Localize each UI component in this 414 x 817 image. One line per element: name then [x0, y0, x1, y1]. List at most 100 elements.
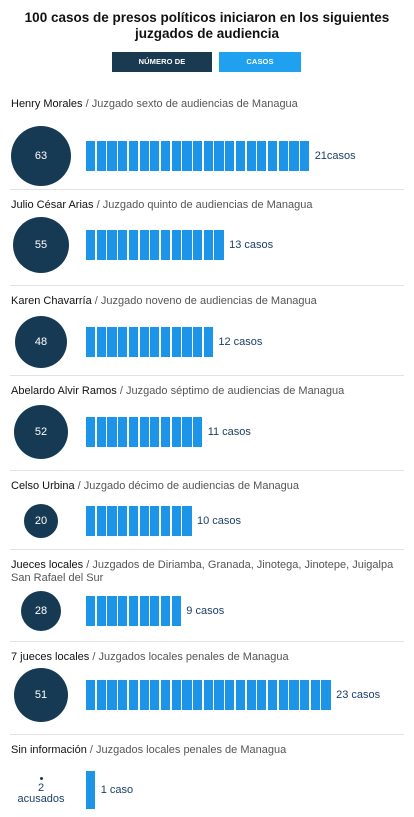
case-bar [96, 417, 106, 447]
case-bar [300, 141, 310, 171]
row-header: Celso Urbina / Juzgado décimo de audienc… [11, 480, 406, 493]
cases-label: 9 casos [186, 605, 225, 617]
case-bar [182, 417, 192, 447]
case-bar [321, 680, 331, 710]
numero-acusados-button[interactable]: NÚMERO DE ACUSADOS [112, 52, 212, 86]
case-bar [235, 680, 246, 710]
case-bar [118, 680, 128, 710]
case-bar [182, 680, 192, 710]
case-bar [225, 680, 235, 710]
casos-atendidos-button[interactable]: CASOS ATENDIDOS [219, 52, 301, 86]
accused-label: 2 acusados [17, 782, 65, 805]
case-bar [246, 680, 256, 710]
case-bar [128, 327, 139, 357]
cases-label: 23 casos [336, 689, 381, 701]
cases-label: 13 casos [229, 239, 274, 251]
case-bar [267, 680, 278, 710]
case-bar [150, 680, 160, 710]
court-name: Juzgados locales penales de Managua [96, 744, 287, 756]
case-bar [139, 230, 149, 260]
row-divider [10, 375, 404, 376]
case-bar [160, 596, 171, 626]
case-bar [107, 417, 117, 447]
case-bar [118, 506, 128, 536]
case-bar [160, 506, 171, 536]
separator: / [86, 744, 96, 756]
chart-title: 100 casos de presos políticos iniciaron … [24, 10, 390, 41]
separator: / [91, 295, 101, 307]
case-bar [139, 596, 149, 626]
separator: / [83, 559, 93, 571]
cases-label: 1 caso [100, 784, 134, 796]
case-bar [86, 506, 96, 536]
row-header: Karen Chavarría / Juzgado noveno de audi… [11, 295, 406, 308]
case-bar [171, 596, 181, 626]
row-divider [10, 470, 404, 471]
judge-name: Celso Urbina [11, 480, 75, 492]
case-bar [96, 141, 106, 171]
row-header: Henry Morales / Juzgado sexto de audienc… [11, 98, 406, 111]
accused-circle: 48 [14, 315, 68, 369]
case-bar [193, 327, 203, 357]
case-bar [128, 141, 139, 171]
judge-name: Henry Morales [11, 98, 83, 110]
case-bar [171, 506, 181, 536]
case-bar [128, 596, 139, 626]
accused-circle: 63 [11, 126, 71, 186]
cases-label: 12 casos [218, 336, 263, 348]
case-bar [96, 230, 106, 260]
case-bar [160, 327, 171, 357]
separator: / [74, 480, 84, 492]
case-bar [86, 327, 96, 357]
judge-name: Julio César Arias [11, 199, 94, 211]
case-bar [193, 680, 203, 710]
cases-label: 11 casos [207, 426, 251, 438]
separator: / [82, 98, 92, 110]
case-bar [128, 506, 139, 536]
case-bar [214, 680, 224, 710]
case-bar [160, 680, 171, 710]
case-bar [203, 680, 213, 710]
accused-circle: 55 [12, 216, 70, 274]
case-bar [118, 327, 128, 357]
case-bar [128, 417, 139, 447]
case-bar [214, 230, 224, 260]
case-bar [289, 141, 299, 171]
row-header: Julio César Arias / Juzgado quinto de au… [11, 199, 406, 212]
accused-circle: 51 [14, 668, 68, 722]
row-divider [10, 734, 404, 735]
case-bar [86, 596, 96, 626]
accused-circle: 20 [24, 504, 58, 538]
case-bar [225, 141, 235, 171]
row-header: Sin información / Juzgados locales penal… [11, 744, 406, 757]
case-bar [118, 230, 128, 260]
case-bar [150, 506, 160, 536]
row-header: 7 jueces locales / Juzgados locales pena… [11, 651, 406, 664]
case-bar [107, 230, 117, 260]
case-bar [150, 141, 160, 171]
judge-name: Karen Chavarría [11, 295, 92, 307]
case-bar [193, 141, 203, 171]
case-bar [118, 141, 128, 171]
case-bar [310, 680, 320, 710]
case-bar [96, 327, 106, 357]
judge-name: 7 jueces locales [11, 651, 90, 663]
case-bar [139, 141, 149, 171]
case-bar [171, 327, 181, 357]
case-bar [171, 417, 181, 447]
case-bar [139, 417, 149, 447]
case-bar [96, 506, 106, 536]
accused-circle [40, 777, 43, 780]
case-bar [193, 417, 203, 447]
case-bar [171, 230, 181, 260]
case-bar [139, 327, 149, 357]
case-bar [86, 680, 96, 710]
case-bar [193, 230, 203, 260]
case-bar [160, 230, 171, 260]
cases-label: 10 casos [197, 515, 242, 527]
case-bar [128, 680, 139, 710]
case-bar [86, 230, 96, 260]
case-bar [150, 327, 160, 357]
case-bar [182, 327, 192, 357]
case-bar [107, 327, 117, 357]
